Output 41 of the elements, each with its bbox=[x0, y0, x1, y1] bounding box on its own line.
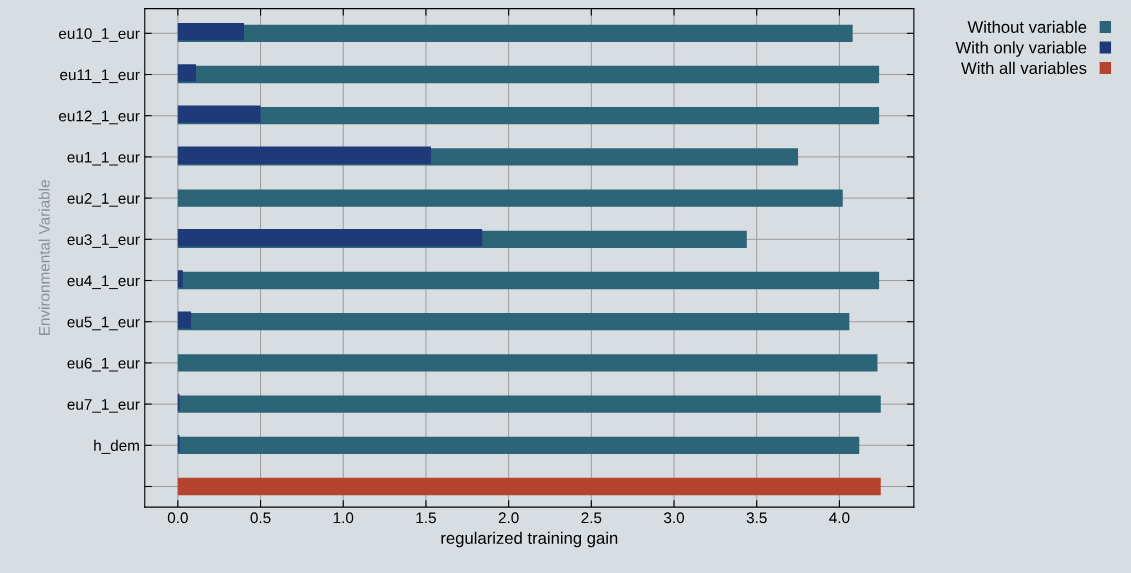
bar bbox=[177, 64, 197, 82]
legend-label: With only variable bbox=[955, 41, 1087, 57]
x-tick-label: 1.5 bbox=[416, 512, 436, 524]
x-tick-label: 1.0 bbox=[333, 512, 354, 524]
x-tick-label: 2.0 bbox=[498, 512, 519, 524]
y-axis-title: Environmental Variable bbox=[38, 180, 50, 336]
y-tick-label: eu10_1_eur bbox=[59, 28, 140, 42]
y-tick-label: eu4_1_eur bbox=[67, 275, 140, 290]
legend-label: With all variables bbox=[961, 61, 1087, 75]
y-tick-label: eu12_1_eur bbox=[59, 110, 140, 125]
bar bbox=[177, 229, 483, 247]
bar bbox=[177, 24, 853, 42]
bar bbox=[177, 313, 850, 331]
x-axis-title: regularized training gain bbox=[441, 531, 618, 548]
bar bbox=[177, 311, 192, 329]
y-tick-label: eu1_1_eur bbox=[67, 151, 140, 166]
bar bbox=[177, 105, 261, 123]
x-tick-label: 3.0 bbox=[663, 512, 685, 524]
bar bbox=[177, 395, 881, 413]
bar bbox=[177, 436, 860, 454]
bar bbox=[177, 65, 880, 84]
x-tick-label: 3.5 bbox=[746, 512, 767, 524]
bar bbox=[177, 477, 881, 496]
y-tick-label: eu2_1_eur bbox=[67, 192, 140, 207]
x-tick-label: 4.0 bbox=[829, 512, 850, 524]
y-tick-label: eu11_1_eur bbox=[60, 69, 140, 84]
bar bbox=[177, 271, 880, 290]
bar bbox=[177, 354, 878, 372]
y-tick-label: eu3_1_eur bbox=[67, 234, 140, 248]
x-tick-label: 2.5 bbox=[581, 512, 602, 524]
x-tick-label: 0.5 bbox=[250, 512, 271, 524]
y-tick-label: h_dem bbox=[94, 439, 139, 454]
legend-label: Without variable bbox=[967, 20, 1087, 33]
y-tick-label: eu6_1_eur bbox=[67, 357, 140, 372]
bar bbox=[177, 270, 183, 288]
x-tick-label: 0.0 bbox=[167, 512, 188, 524]
bar bbox=[177, 146, 431, 164]
y-tick-label: eu5_1_eur bbox=[67, 316, 140, 331]
y-tick-label: eu7_1_eur bbox=[67, 399, 140, 413]
bar bbox=[177, 23, 244, 41]
bar bbox=[177, 189, 843, 207]
